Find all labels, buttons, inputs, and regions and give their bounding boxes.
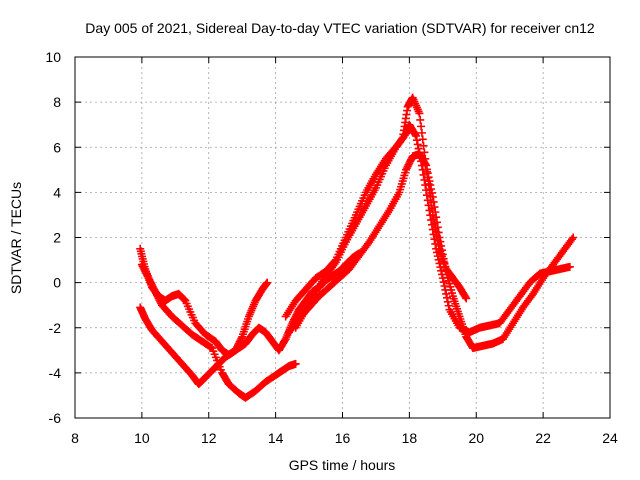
data-point — [433, 223, 442, 232]
series-track-6 — [285, 150, 578, 353]
data-point — [427, 220, 436, 229]
data-point — [443, 297, 452, 306]
data-point — [427, 188, 436, 197]
x-tick-label: 8 — [71, 430, 79, 446]
series-track-2 — [136, 244, 272, 359]
x-tick-label: 12 — [201, 430, 217, 446]
data-point — [428, 192, 437, 201]
data-point — [423, 169, 432, 178]
data-point — [569, 233, 578, 242]
data-point — [422, 186, 431, 195]
data-point — [417, 128, 426, 137]
data-point — [330, 257, 339, 266]
x-tick-label: 18 — [402, 430, 418, 446]
y-tick-label: -4 — [49, 365, 62, 381]
y-tick-label: 2 — [53, 230, 61, 246]
data-point — [435, 233, 444, 242]
data-point — [424, 201, 433, 210]
data-point — [433, 252, 442, 261]
data-point — [412, 136, 421, 145]
data-point — [461, 293, 470, 302]
data-series — [136, 93, 578, 402]
x-tick-label: 22 — [535, 430, 551, 446]
x-axis-label: GPS time / hours — [289, 457, 396, 473]
data-point — [416, 115, 425, 124]
data-point — [444, 301, 453, 310]
y-tick-label: 8 — [53, 94, 61, 110]
data-point — [425, 206, 434, 215]
data-point — [432, 218, 441, 227]
data-point — [237, 334, 246, 343]
data-point — [421, 159, 430, 168]
data-point — [425, 177, 434, 186]
y-tick-label: -2 — [49, 320, 62, 336]
data-point — [411, 130, 420, 139]
grid-lines — [75, 57, 610, 418]
x-tick-label: 10 — [134, 430, 150, 446]
data-point — [432, 213, 441, 222]
data-point — [436, 237, 445, 246]
y-axis-label: SDTVAR / TECUs — [8, 182, 24, 294]
data-point — [439, 254, 448, 263]
data-point — [434, 255, 443, 264]
data-point — [423, 196, 432, 205]
data-point — [428, 225, 437, 234]
data-point — [442, 289, 451, 298]
x-tick-label: 20 — [468, 430, 484, 446]
data-point — [417, 122, 426, 131]
data-point — [419, 141, 428, 150]
data-point — [434, 228, 443, 237]
data-point — [426, 181, 435, 190]
x-tick-label: 24 — [602, 430, 618, 446]
data-point — [422, 161, 431, 170]
data-point — [440, 258, 449, 267]
data-point — [422, 165, 431, 174]
data-point — [427, 184, 436, 193]
data-point — [412, 131, 421, 140]
y-tick-label: 6 — [53, 139, 61, 155]
data-point — [426, 211, 435, 220]
data-point — [430, 235, 439, 244]
data-point — [437, 241, 446, 250]
data-point — [419, 170, 428, 179]
data-point — [422, 191, 431, 200]
data-point — [429, 230, 438, 239]
data-point — [442, 293, 451, 302]
series-track-3 — [137, 260, 300, 402]
data-point — [441, 263, 450, 272]
data-point — [420, 175, 429, 184]
y-tick-label: 0 — [53, 275, 61, 291]
data-point — [427, 216, 436, 225]
data-point — [429, 197, 438, 206]
data-point — [430, 203, 439, 212]
data-point — [437, 246, 446, 255]
data-point — [440, 282, 449, 291]
data-point — [431, 239, 440, 248]
data-point — [462, 294, 471, 303]
data-point — [567, 235, 576, 244]
data-point — [291, 359, 300, 368]
chart-title: Day 005 of 2021, Sidereal Day-to-day VTE… — [85, 20, 595, 36]
data-point — [431, 208, 440, 217]
data-point — [439, 278, 448, 287]
data-point — [263, 278, 272, 287]
y-tick-label: 4 — [53, 184, 61, 200]
x-tick-label: 16 — [335, 430, 351, 446]
data-point — [432, 248, 441, 257]
data-point — [565, 262, 574, 271]
data-point — [415, 109, 424, 118]
data-point — [432, 244, 441, 253]
y-tick-label: 10 — [45, 49, 61, 65]
data-point — [424, 173, 433, 182]
data-point — [438, 250, 447, 259]
y-tick-label: -6 — [49, 410, 62, 426]
data-point — [413, 140, 422, 149]
data-point — [418, 135, 427, 144]
data-point — [179, 294, 188, 303]
x-tick-label: 14 — [268, 430, 284, 446]
